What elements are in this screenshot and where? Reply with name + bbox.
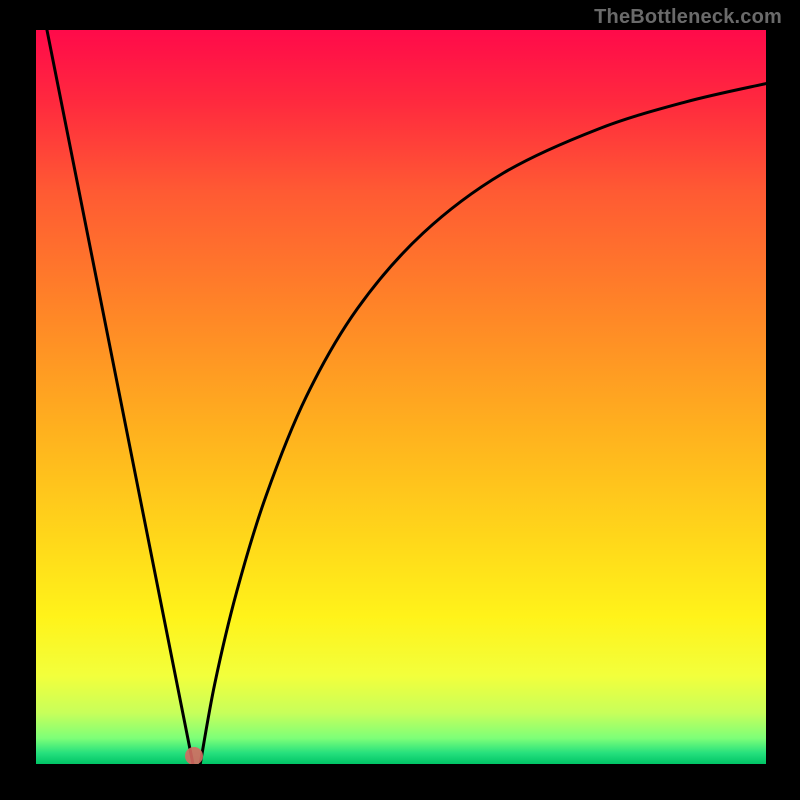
watermark-text: TheBottleneck.com bbox=[594, 6, 782, 29]
curve-svg bbox=[36, 30, 766, 764]
minimum-marker bbox=[185, 747, 203, 764]
plot-frame bbox=[36, 30, 766, 764]
plot-area bbox=[36, 30, 766, 764]
